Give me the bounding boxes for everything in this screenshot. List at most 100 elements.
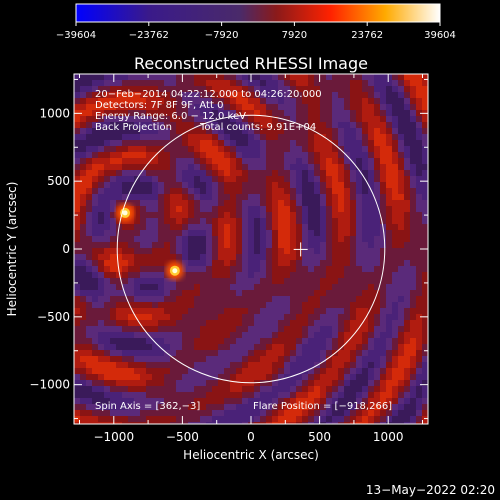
heatmap-cell — [344, 188, 350, 194]
heatmap-cell — [326, 200, 332, 206]
heatmap-cell — [170, 140, 176, 146]
heatmap-cell — [344, 86, 350, 92]
heatmap-cell — [326, 86, 332, 92]
heatmap-cell — [416, 290, 422, 296]
heatmap-cell — [188, 230, 194, 236]
heatmap-cell — [356, 74, 362, 80]
heatmap-cell — [170, 188, 176, 194]
heatmap-cell — [200, 86, 206, 92]
heatmap-cell — [278, 176, 284, 182]
heatmap-cell — [344, 218, 350, 224]
heatmap-cell — [110, 356, 116, 362]
heatmap-cell — [404, 350, 410, 356]
heatmap-cell — [146, 74, 152, 80]
heatmap-cell — [278, 158, 284, 164]
heatmap-cell — [260, 80, 266, 86]
heatmap-cell — [164, 254, 170, 260]
heatmap-cell — [272, 74, 278, 80]
heatmap-cell — [410, 392, 416, 398]
heatmap-cell — [254, 302, 260, 308]
heatmap-cell — [80, 80, 86, 86]
heatmap-cell — [392, 392, 398, 398]
heatmap-cell — [368, 194, 374, 200]
heatmap-cell — [170, 386, 176, 392]
heatmap-cell — [110, 140, 116, 146]
heatmap-cell — [338, 356, 344, 362]
heatmap-cell — [80, 392, 86, 398]
heatmap-cell — [92, 182, 98, 188]
heatmap-cell — [86, 134, 92, 140]
heatmap-cell — [284, 254, 290, 260]
heatmap-cell — [356, 152, 362, 158]
heatmap-cell — [146, 212, 152, 218]
heatmap-cell — [146, 218, 152, 224]
heatmap-cell — [110, 146, 116, 152]
heatmap-cell — [98, 230, 104, 236]
heatmap-cell — [140, 260, 146, 266]
heatmap-cell — [194, 410, 200, 416]
heatmap-cell — [326, 272, 332, 278]
heatmap-cell — [302, 248, 308, 254]
heatmap-cell — [362, 362, 368, 368]
heatmap-cell — [392, 122, 398, 128]
heatmap-cell — [398, 116, 404, 122]
heatmap-cell — [266, 308, 272, 314]
heatmap-cell — [92, 344, 98, 350]
heatmap-cell — [152, 206, 158, 212]
heatmap-cell — [146, 362, 152, 368]
heatmap-cell — [422, 350, 428, 356]
heatmap-cell — [74, 368, 80, 374]
heatmap-cell — [356, 296, 362, 302]
heatmap-cell — [122, 320, 128, 326]
heatmap-cell — [212, 224, 218, 230]
heatmap-cell — [386, 158, 392, 164]
heatmap-cell — [224, 98, 230, 104]
heatmap-cell — [194, 74, 200, 80]
heatmap-cell — [86, 218, 92, 224]
heatmap-cell — [98, 344, 104, 350]
heatmap-cell — [410, 398, 416, 404]
heatmap-cell — [374, 422, 380, 424]
heatmap-cell — [206, 188, 212, 194]
heatmap-cell — [236, 266, 242, 272]
heatmap-cell — [338, 380, 344, 386]
heatmap-cell — [200, 398, 206, 404]
heatmap-cell — [278, 296, 284, 302]
heatmap-cell — [200, 194, 206, 200]
heatmap-cell — [134, 362, 140, 368]
heatmap-cell — [170, 296, 176, 302]
heatmap-cell — [110, 74, 116, 80]
heatmap-cell — [284, 266, 290, 272]
heatmap-cell — [332, 188, 338, 194]
heatmap-cell — [290, 422, 296, 424]
heatmap-cell — [260, 308, 266, 314]
heatmap-cell — [212, 344, 218, 350]
heatmap-cell — [104, 248, 110, 254]
heatmap-cell — [86, 224, 92, 230]
heatmap-cell — [242, 176, 248, 182]
heatmap-cell — [248, 344, 254, 350]
heatmap-cell — [404, 212, 410, 218]
heatmap-cell — [104, 158, 110, 164]
heatmap-cell — [254, 404, 260, 410]
heatmap-cell — [272, 182, 278, 188]
heatmap-cell — [116, 176, 122, 182]
heatmap-cell — [140, 86, 146, 92]
heatmap-cell — [404, 338, 410, 344]
heatmap-cell — [260, 182, 266, 188]
heatmap-cell — [404, 410, 410, 416]
heatmap-cell — [230, 74, 236, 80]
heatmap-cell — [194, 326, 200, 332]
heatmap-cell — [392, 92, 398, 98]
heatmap-cell — [380, 188, 386, 194]
heatmap-cell — [224, 314, 230, 320]
heatmap-cell — [332, 98, 338, 104]
heatmap-cell — [182, 272, 188, 278]
heatmap-cell — [152, 170, 158, 176]
heatmap-cell — [308, 134, 314, 140]
heatmap-cell — [128, 392, 134, 398]
heatmap-cell — [398, 320, 404, 326]
heatmap-cell — [158, 224, 164, 230]
heatmap-cell — [350, 110, 356, 116]
heatmap-cell — [146, 86, 152, 92]
